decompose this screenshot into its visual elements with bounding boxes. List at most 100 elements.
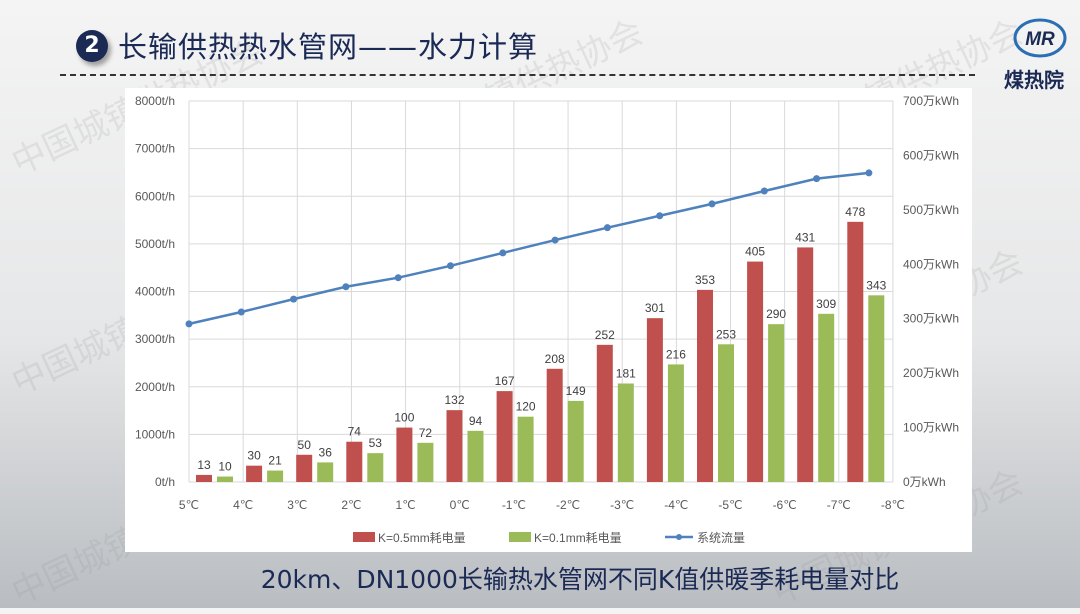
bar bbox=[667, 364, 684, 482]
bar bbox=[317, 462, 334, 482]
bar bbox=[646, 318, 663, 482]
data-label: 149 bbox=[566, 384, 586, 398]
data-label: 132 bbox=[444, 393, 464, 407]
right-axis-tick-label: 300万kWh bbox=[903, 312, 959, 326]
line-point bbox=[813, 175, 821, 183]
bar bbox=[217, 476, 233, 482]
x-axis-tick-label: -8℃ bbox=[881, 498, 905, 512]
logo-text: 煤热院 bbox=[1004, 68, 1064, 92]
data-label: 167 bbox=[495, 374, 515, 388]
data-label: 181 bbox=[616, 366, 636, 380]
x-axis-tick-label: -7℃ bbox=[827, 498, 851, 512]
legend-label: K=0.1mm耗电量 bbox=[534, 531, 622, 545]
bar bbox=[517, 416, 534, 482]
data-label: 290 bbox=[766, 307, 786, 321]
line-point bbox=[290, 295, 298, 303]
x-axis-tick-label: -3℃ bbox=[610, 498, 634, 512]
line-point bbox=[342, 283, 350, 291]
right-axis-tick-label: 0万kWh bbox=[903, 475, 946, 489]
left-axis-tick-label: 4000t/h bbox=[135, 285, 175, 299]
x-axis-tick-label: 2℃ bbox=[341, 498, 361, 512]
line-point bbox=[551, 236, 559, 244]
left-axis-tick-label: 5000t/h bbox=[135, 237, 175, 251]
bar bbox=[617, 383, 634, 482]
bar bbox=[346, 441, 363, 482]
line-point bbox=[656, 212, 664, 220]
x-axis-tick-label: -2℃ bbox=[556, 498, 580, 512]
data-label: 309 bbox=[816, 297, 836, 311]
right-axis-tick-label: 500万kWh bbox=[903, 203, 959, 217]
right-axis-tick-label: 700万kWh bbox=[903, 94, 959, 108]
bar bbox=[697, 289, 713, 482]
left-axis-tick-label: 8000t/h bbox=[135, 94, 175, 108]
right-axis-tick-label: 600万kWh bbox=[903, 148, 959, 162]
x-axis-tick-label: 0℃ bbox=[450, 498, 470, 512]
page-title: 长输供热热水管网——水力计算 bbox=[118, 30, 539, 64]
bar bbox=[446, 410, 463, 482]
bar bbox=[417, 442, 434, 482]
data-label: 478 bbox=[845, 205, 865, 219]
bar bbox=[596, 344, 613, 482]
left-axis-tick-label: 2000t/h bbox=[135, 380, 175, 394]
legend-swatch-green bbox=[509, 532, 531, 542]
line-point bbox=[394, 274, 402, 282]
title-divider bbox=[60, 74, 975, 76]
left-axis-tick-label: 7000t/h bbox=[135, 142, 175, 156]
bar bbox=[847, 221, 864, 482]
legend-swatch-point bbox=[676, 534, 682, 540]
right-axis-tick-label: 200万kWh bbox=[903, 366, 959, 380]
line-point bbox=[603, 224, 611, 232]
line-point bbox=[760, 187, 768, 195]
data-label: 94 bbox=[469, 414, 483, 428]
left-axis-tick-label: 1000t/h bbox=[135, 427, 175, 441]
data-label: 30 bbox=[247, 449, 261, 463]
bar bbox=[797, 247, 814, 482]
data-label: 36 bbox=[319, 445, 333, 459]
data-label: 405 bbox=[745, 245, 765, 259]
bar bbox=[567, 400, 584, 482]
chart-panel: 0t/h 1000t/h 2000t/h 3000t/h 4000t/h 5000t/h 6… bbox=[125, 88, 972, 552]
bar bbox=[546, 368, 563, 482]
data-label: 10 bbox=[218, 460, 232, 474]
data-label: 252 bbox=[595, 328, 615, 342]
bar bbox=[868, 295, 885, 482]
series-line bbox=[188, 171, 870, 326]
x-axis-tick-label: 3℃ bbox=[287, 498, 307, 512]
bar bbox=[818, 313, 835, 482]
bar bbox=[296, 454, 313, 482]
legend-label: 系统流量 bbox=[697, 531, 745, 545]
section-number-badge: 2 bbox=[76, 30, 108, 62]
line-point bbox=[865, 169, 873, 177]
legend-swatch-red bbox=[353, 532, 375, 542]
line-point bbox=[185, 320, 193, 328]
data-label: 216 bbox=[666, 347, 686, 361]
data-label: 50 bbox=[298, 438, 312, 452]
combo-chart: 0t/h 1000t/h 2000t/h 3000t/h 4000t/h 5000t/h 6… bbox=[135, 94, 959, 545]
data-label: 208 bbox=[545, 352, 565, 366]
left-axis-tick-label: 0t/h bbox=[155, 475, 175, 489]
line-point bbox=[499, 249, 507, 257]
data-label: 74 bbox=[348, 425, 362, 439]
line-point bbox=[237, 308, 245, 316]
bar bbox=[747, 261, 764, 482]
bar bbox=[396, 427, 413, 482]
left-axis-tick-label: 6000t/h bbox=[135, 189, 175, 203]
x-axis-tick-label: -1℃ bbox=[502, 498, 526, 512]
x-axis-tick-label: 1℃ bbox=[396, 498, 416, 512]
bar bbox=[267, 470, 284, 482]
data-label: 120 bbox=[516, 400, 536, 414]
data-label: 301 bbox=[645, 301, 665, 315]
data-label: 100 bbox=[394, 411, 414, 425]
line-point bbox=[708, 200, 716, 208]
x-axis-tick-label: -6℃ bbox=[773, 498, 797, 512]
bar bbox=[718, 344, 734, 482]
bar bbox=[467, 430, 484, 482]
bar bbox=[246, 465, 263, 482]
line-point bbox=[447, 262, 454, 270]
right-axis-tick-label: 400万kWh bbox=[903, 257, 959, 271]
data-label: 13 bbox=[197, 458, 211, 472]
logo-icon: MR bbox=[1013, 18, 1067, 58]
data-label: 253 bbox=[716, 327, 736, 341]
data-label: 21 bbox=[268, 454, 282, 468]
bar bbox=[367, 453, 384, 482]
